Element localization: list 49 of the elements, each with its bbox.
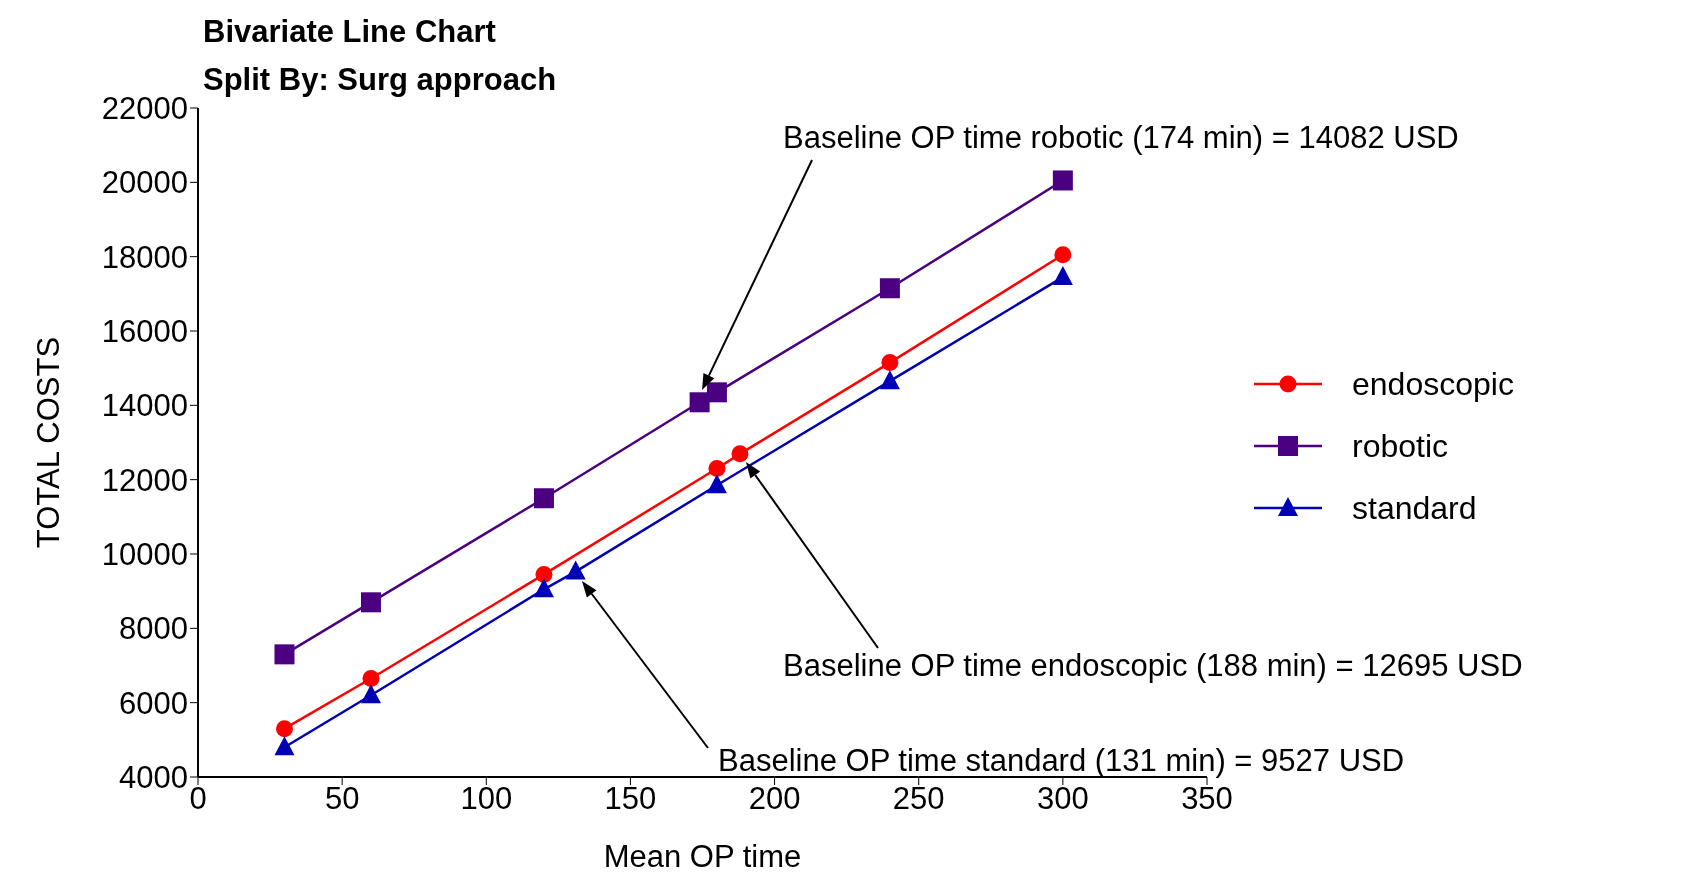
point: [1054, 246, 1072, 264]
point: [565, 560, 586, 580]
x-axis-title: Mean OP time: [603, 839, 802, 874]
x-tick-label: 0: [189, 781, 207, 817]
point: [360, 684, 381, 704]
annotation: Baseline OP time endoscopic (188 min) = 12695 USD: [783, 648, 1523, 683]
y-tick-label: 6000: [119, 685, 188, 721]
x-tick-label: 200: [748, 781, 801, 817]
legend-label: standard: [1352, 489, 1477, 527]
y-tick-label: 22000: [101, 91, 188, 126]
point: [881, 354, 899, 372]
point: [689, 392, 710, 413]
point: [274, 736, 295, 756]
point: [275, 720, 293, 738]
chart-subtitle: Split By: Surg approach: [203, 61, 557, 99]
legend-label: endoscopic: [1352, 365, 1514, 403]
point: [360, 592, 381, 613]
y-tick-label: 4000: [119, 760, 188, 796]
y-tick-label: 12000: [101, 462, 188, 498]
point: [706, 474, 727, 494]
x-tick-label: 100: [460, 781, 513, 817]
chart-title: Bivariate Line Chart: [203, 13, 497, 51]
y-tick-label: 10000: [101, 537, 188, 573]
x-tick-label: 50: [324, 781, 360, 817]
x-tick-label: 300: [1036, 781, 1089, 817]
point: [1052, 170, 1073, 191]
point: [535, 565, 553, 583]
y-tick-label: 8000: [119, 611, 188, 647]
legend-label: robotic: [1352, 427, 1449, 465]
annotation: Baseline OP time robotic (174 min) = 14082 USD: [783, 120, 1459, 155]
x-tick-label: 150: [604, 781, 657, 817]
point: [533, 578, 554, 598]
point: [1052, 266, 1073, 286]
point: [879, 370, 900, 390]
point: [533, 488, 554, 509]
point: [362, 670, 380, 688]
y-tick-label: 20000: [101, 165, 188, 201]
point: [879, 278, 900, 299]
y-axis-title: TOTAL COSTS: [31, 336, 67, 549]
point: [706, 382, 727, 403]
annotation: Baseline OP time standard (131 min) = 9527 USD: [718, 743, 1405, 778]
y-tick-label: 18000: [101, 239, 188, 275]
y-tick-label: 14000: [101, 388, 188, 424]
point: [274, 644, 295, 665]
y-tick-label: 16000: [101, 314, 188, 350]
x-tick-label: 350: [1181, 781, 1233, 817]
point: [708, 460, 726, 478]
point: [731, 445, 749, 463]
x-tick-label: 250: [892, 781, 945, 817]
